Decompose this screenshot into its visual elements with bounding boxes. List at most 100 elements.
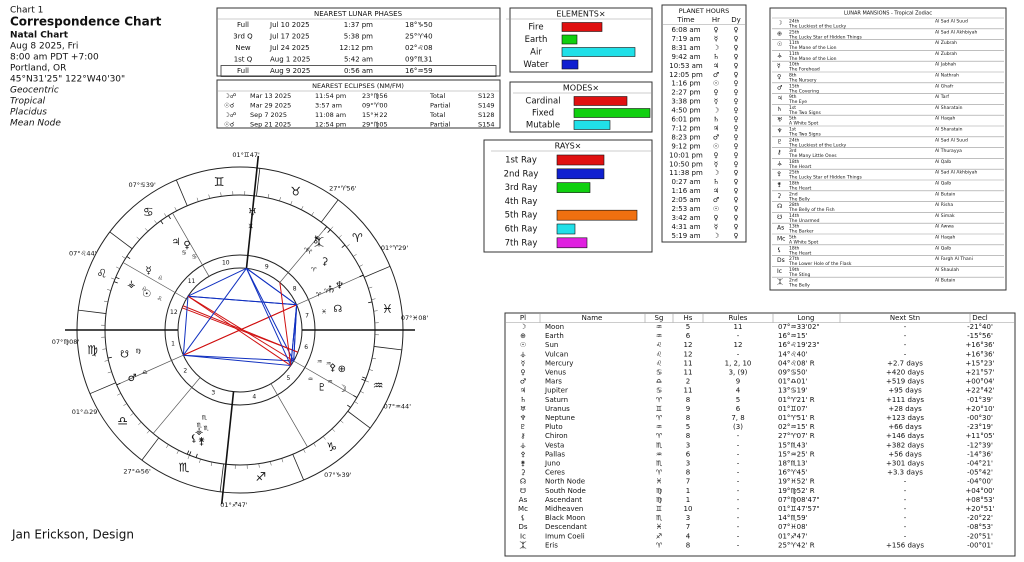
phase-time: 5:38 pm: [344, 33, 373, 41]
phase-date: Jul 17 2025: [269, 33, 310, 41]
cell-longitude: 07°♍08'47": [778, 496, 820, 504]
aspect-line: [290, 304, 298, 366]
cell-declination: -12°39': [967, 441, 993, 449]
cell-sign: ♓: [656, 478, 662, 486]
house-cusp: [296, 274, 364, 306]
cell-rules: 5: [736, 396, 740, 404]
aspect-line: [246, 267, 297, 306]
bar-label: 1st Ray: [505, 156, 537, 166]
mansion-arabic: Al Sad Al Akhbiyah: [935, 170, 977, 176]
planet-degree: ♌: [158, 275, 163, 282]
cusp-label: 01°♈29': [381, 244, 409, 252]
cell-house: 8: [686, 396, 690, 404]
cell-declination: -14°36': [967, 450, 993, 458]
cell-next-station: -: [904, 341, 907, 349]
cell-longitude: 01°♈51' R: [778, 414, 815, 422]
phase-position: 02°♌08: [405, 44, 433, 52]
cell-next-station: +146 days: [886, 432, 924, 440]
mansion-number: 3rd: [789, 148, 797, 154]
cell-next-station: +28 days: [888, 405, 922, 413]
degree-tick: [220, 192, 222, 197]
cell-house: 12: [684, 350, 693, 358]
cell-glyph: ♇: [520, 423, 526, 431]
cell-house: 3: [686, 514, 690, 522]
house-number: 1: [171, 341, 175, 348]
hour-time: 9:12 pm: [671, 142, 700, 150]
mansion-name: A White Spot: [789, 121, 818, 127]
cell-house: 9: [686, 405, 690, 413]
hour-ruler: ♀: [733, 71, 738, 79]
mansion-glyph: ⚶: [777, 52, 782, 59]
cell-longitude: 01°♐47': [778, 532, 808, 540]
cell-declination: -01°39': [967, 396, 993, 404]
planet-hours-panel: [661, 4, 747, 243]
highlight-row: [220, 65, 497, 77]
eclipse-saros: S123: [478, 92, 495, 100]
cell-sign: ♈: [656, 469, 663, 477]
hour-time: 10:53 am: [669, 62, 703, 70]
mansion-glyph: ⚷: [777, 149, 781, 156]
phase-time: 0:56 am: [344, 67, 373, 75]
cell-name: Ascendant: [545, 496, 582, 504]
mansion-name: The Eye: [788, 99, 807, 105]
house-number: 7: [305, 312, 309, 319]
panel-title: NEAREST LUNAR PHASES: [314, 10, 403, 18]
degree-tick: [117, 393, 121, 396]
chart-coordinates: 45°N31'25" 122°W40'30": [10, 75, 125, 85]
house-number: 4: [252, 394, 256, 401]
cell-longitude: 25°♈42' R: [778, 541, 815, 549]
hour-ruler: ♂: [713, 133, 719, 141]
phase-position: 09°♏31: [405, 56, 433, 64]
aspect-line: [246, 268, 295, 362]
mansion-glyph: ⊕: [777, 30, 782, 37]
mansion-arabic: Al Awwa: [935, 224, 954, 230]
cell-name: Jupiter: [544, 387, 568, 395]
degree-tick: [196, 197, 199, 202]
planet-glyph: ⚵: [198, 437, 205, 448]
mansion-name: The Unarmed: [788, 218, 820, 224]
mansion-glyph: Mc: [777, 236, 785, 243]
eclipse-time: 11:08 am: [315, 111, 346, 119]
column-header: Rules: [729, 314, 748, 322]
planet-degree: ♒: [317, 359, 322, 366]
mansion-name: The Two Signs: [788, 110, 821, 116]
planet-degree: ♏: [203, 425, 209, 432]
degree-tick: [346, 244, 350, 248]
chart-option: Mean Node: [10, 119, 61, 129]
cell-house: 11: [684, 387, 693, 395]
degree-tick: [187, 455, 190, 459]
cell-longitude: 16°♒15': [778, 332, 808, 340]
house-number: 10: [222, 259, 230, 266]
mansion-arabic: Al Butain: [935, 278, 955, 284]
cell-declination: -04°21': [967, 460, 993, 468]
cell-next-station: +156 days: [886, 541, 924, 549]
bar-label: Cardinal: [525, 97, 560, 107]
planet-glyph: ☿: [146, 266, 152, 277]
cell-next-station: -: [904, 496, 907, 504]
aspect-line: [187, 295, 292, 366]
bar-label: 5th Ray: [505, 211, 538, 221]
hour-time: 6:08 am: [671, 26, 700, 34]
cell-name: Earth: [545, 332, 564, 340]
degree-tick: [290, 201, 293, 205]
cell-rules: 1, 2, 10: [725, 359, 752, 367]
hour-time: 5:19 am: [671, 232, 700, 240]
eclipse-kind: Partial: [430, 121, 451, 129]
cell-longitude: 27°♈07' R: [778, 432, 815, 440]
degree-tick: [138, 421, 142, 425]
degree-tick: [210, 461, 213, 467]
planet-degree: ♈: [311, 267, 317, 274]
cell-declination: -00°30': [967, 414, 993, 422]
cell-next-station: +3.3 days: [887, 469, 923, 477]
cell-longitude: 14°♌40': [778, 350, 808, 358]
cell-name: Venus: [545, 369, 566, 377]
cusp-label: 07°♍08': [52, 338, 80, 346]
hour-ruler: ☽: [713, 44, 719, 52]
planet-degree: ♈: [324, 288, 330, 295]
cell-declination: +16°36': [965, 350, 994, 358]
degree-tick: [368, 286, 373, 289]
cell-declination: +22°42': [965, 387, 994, 395]
cell-next-station: +66 days: [888, 423, 922, 431]
mansion-name: The Luckiest of the Lucky: [788, 142, 847, 148]
hour-ruler: ♀: [713, 151, 718, 159]
